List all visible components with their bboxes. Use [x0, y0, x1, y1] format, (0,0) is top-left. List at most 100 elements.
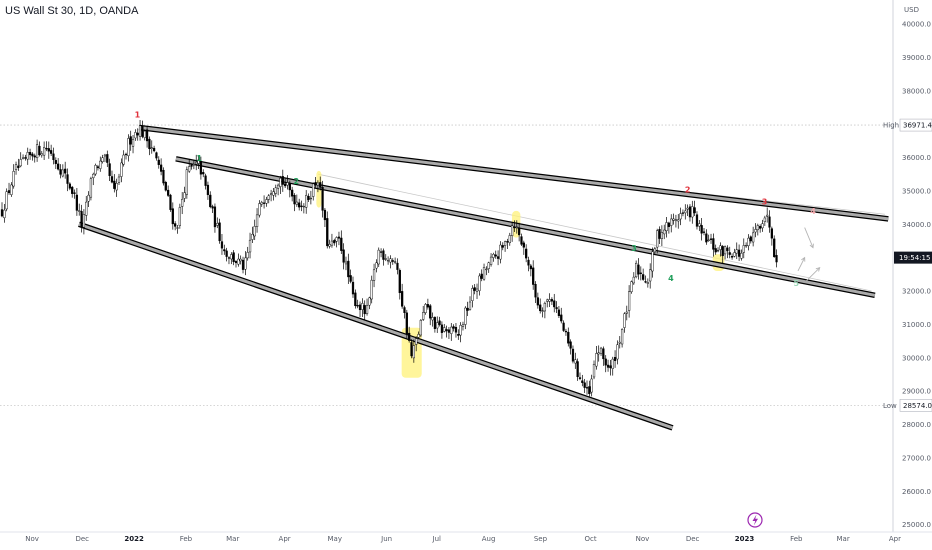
wave-label: 1 — [135, 110, 141, 119]
candle-body — [630, 281, 633, 293]
candle-body — [651, 251, 654, 272]
candle-body — [356, 305, 359, 307]
candle-body — [197, 159, 200, 164]
time-axis[interactable]: Nov Dec 2022 Feb Mar Apr May Jun Jul Aug Sep Oct Nov… — [25, 535, 901, 543]
candle-body — [188, 166, 191, 172]
candle-body — [520, 236, 523, 245]
candle-body — [157, 159, 160, 165]
x-tick-label: Jul — [432, 535, 442, 543]
currency-label: USD — [904, 6, 919, 14]
candle-body — [328, 244, 331, 247]
candle-body — [403, 307, 406, 313]
candle-body — [314, 182, 317, 186]
candle-body — [620, 329, 624, 345]
candle-body — [372, 269, 376, 281]
candle-body — [227, 257, 231, 259]
candle-body — [672, 218, 675, 221]
candle-body — [604, 358, 607, 366]
candle-body — [298, 202, 301, 208]
candle-body — [237, 258, 240, 265]
x-tick-label: Mar — [837, 535, 850, 543]
candle-body — [19, 159, 22, 167]
candle-body — [274, 187, 277, 194]
candle-body — [674, 219, 678, 222]
candle-body — [419, 320, 422, 336]
candle-body — [375, 262, 378, 269]
candle-body — [656, 230, 659, 248]
x-tick-label: Nov — [25, 535, 39, 543]
candle-body — [480, 273, 483, 279]
wave-label: 5 — [794, 279, 800, 288]
candle-body — [653, 248, 656, 253]
lightning-icon[interactable] — [747, 512, 763, 528]
candle-body — [422, 312, 425, 320]
candle-body — [284, 183, 287, 187]
candle-body — [749, 236, 752, 242]
candle-body — [155, 152, 158, 159]
candle-body — [204, 175, 207, 186]
candle-body — [349, 275, 352, 282]
candle-body — [412, 345, 415, 359]
candle-body — [546, 299, 549, 302]
candle-body — [358, 304, 362, 311]
candle-body — [211, 206, 214, 209]
candle-body — [141, 125, 144, 137]
candle-body — [623, 313, 626, 328]
candle-body — [585, 387, 589, 389]
candle-body — [590, 378, 593, 393]
candle-body — [281, 176, 284, 185]
candlestick-series — [0, 120, 778, 398]
candle-body — [707, 239, 710, 241]
candle-body — [773, 238, 776, 258]
candle-body — [7, 190, 11, 194]
candle-body — [747, 237, 750, 247]
candle-body — [592, 363, 596, 378]
wave-label: 4 — [668, 274, 674, 283]
price-axis[interactable]: 40000.039000.038000.037000.036000.035000… — [883, 21, 932, 530]
high-value-box — [899, 118, 932, 132]
projection-line — [692, 192, 885, 215]
y-tick-label: 32000.0 — [902, 288, 931, 296]
candle-body — [581, 380, 584, 383]
candle-body — [548, 299, 551, 302]
candle-body — [42, 147, 46, 156]
candle-body — [269, 193, 273, 195]
candle-body — [206, 184, 210, 195]
candle-body — [258, 203, 261, 216]
low-value-box — [899, 399, 932, 412]
candle-body — [712, 238, 715, 250]
candle-body — [82, 214, 86, 228]
candle-body — [431, 317, 434, 321]
candle-body — [14, 164, 18, 170]
candle-body — [506, 241, 509, 243]
candle-body — [681, 212, 685, 214]
candle-body — [567, 331, 570, 344]
candle-body — [185, 169, 188, 195]
candle-body — [225, 250, 228, 257]
candle-body — [478, 275, 481, 291]
candle-body — [368, 297, 371, 306]
projection-arrow — [804, 227, 814, 248]
candle-body — [405, 312, 408, 335]
candle-body — [152, 147, 156, 152]
candle-body — [761, 223, 764, 229]
candle-body — [183, 192, 186, 199]
candle-body — [443, 327, 446, 332]
candle-body — [234, 261, 238, 264]
candle-body — [64, 168, 67, 174]
candle-body — [468, 301, 472, 310]
candle-body — [176, 227, 179, 229]
candle-body — [276, 184, 280, 189]
candle-body — [766, 214, 769, 217]
candle-body — [597, 352, 600, 355]
candle-body — [454, 327, 458, 333]
x-tick-label: Nov — [636, 535, 650, 543]
candle-body — [120, 162, 123, 177]
candle-body — [627, 291, 631, 311]
candle-body — [136, 132, 139, 136]
candle-body — [61, 169, 64, 177]
candle-body — [742, 245, 745, 253]
candle-body — [148, 138, 151, 150]
candle-body — [555, 307, 558, 310]
